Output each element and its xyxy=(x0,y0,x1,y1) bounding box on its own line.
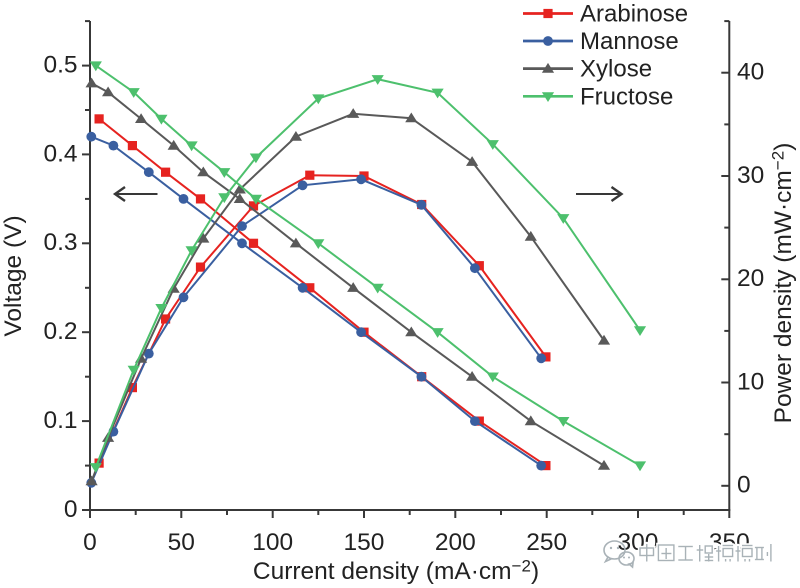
svg-text:0: 0 xyxy=(83,529,97,556)
svg-text:200: 200 xyxy=(435,529,476,556)
svg-text:30: 30 xyxy=(737,162,764,189)
svg-text:150: 150 xyxy=(344,529,385,556)
svg-text:20: 20 xyxy=(737,265,764,292)
svg-text:50: 50 xyxy=(168,529,195,556)
svg-text:0.5: 0.5 xyxy=(43,52,77,79)
svg-text:Xylose: Xylose xyxy=(580,56,652,83)
svg-text:Arabinose: Arabinose xyxy=(580,1,688,28)
svg-text:40: 40 xyxy=(737,59,764,86)
svg-text:0.4: 0.4 xyxy=(43,140,77,167)
svg-text:Voltage (V): Voltage (V) xyxy=(0,215,27,336)
svg-text:0: 0 xyxy=(64,496,78,523)
svg-text:Power density (mW·cm−2): Power density (mW·cm−2) xyxy=(769,143,798,424)
svg-text:Mannose: Mannose xyxy=(580,28,679,55)
svg-text:0.1: 0.1 xyxy=(43,407,77,434)
svg-text:100: 100 xyxy=(252,529,293,556)
svg-text:Fructose: Fructose xyxy=(580,83,673,110)
svg-text:250: 250 xyxy=(526,529,567,556)
svg-text:0.2: 0.2 xyxy=(43,318,77,345)
svg-text:0.3: 0.3 xyxy=(43,229,77,256)
svg-text:Current density (mA·cm−2): Current density (mA·cm−2) xyxy=(253,557,539,586)
svg-text:10: 10 xyxy=(737,368,764,395)
svg-text:0: 0 xyxy=(737,472,751,499)
